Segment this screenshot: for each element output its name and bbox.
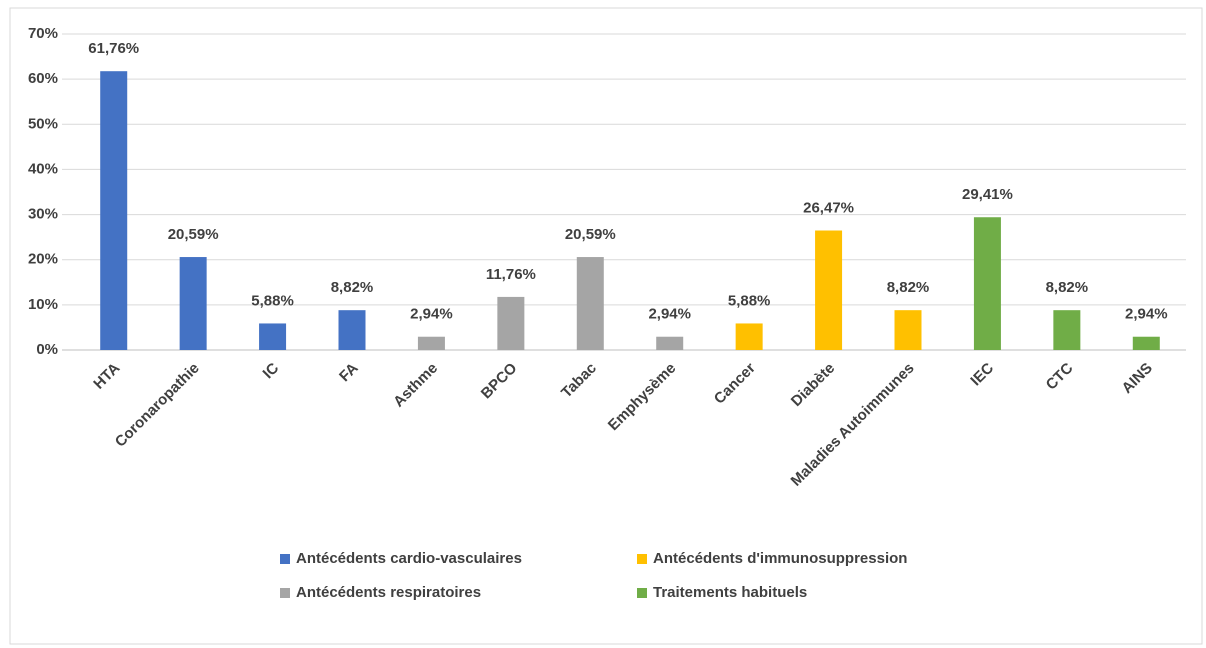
data-label: 29,41% bbox=[962, 186, 1013, 203]
data-label: 26,47% bbox=[803, 199, 854, 216]
bar bbox=[417, 336, 445, 350]
data-label: 2,94% bbox=[648, 306, 691, 323]
y-tick-label: 20% bbox=[28, 251, 58, 268]
bar bbox=[1132, 336, 1160, 350]
bar bbox=[259, 323, 287, 350]
y-tick-label: 50% bbox=[28, 115, 58, 132]
y-tick-label: 10% bbox=[28, 296, 58, 313]
y-tick-label: 0% bbox=[36, 341, 58, 358]
bar bbox=[179, 257, 207, 350]
bar bbox=[815, 230, 843, 350]
data-label: 8,82% bbox=[331, 279, 374, 296]
data-label: 5,88% bbox=[251, 292, 294, 309]
bar bbox=[656, 336, 684, 350]
bar bbox=[100, 71, 128, 350]
bar bbox=[497, 296, 525, 350]
data-label: 8,82% bbox=[1046, 279, 1089, 296]
legend-label: Antécédents respiratoires bbox=[296, 584, 481, 601]
chart-frame bbox=[9, 7, 1203, 645]
legend-label: Antécédents cardio-vasculaires bbox=[296, 550, 522, 567]
legend-label: Traitements habituels bbox=[653, 584, 807, 601]
legend-swatch bbox=[280, 554, 290, 564]
legend-swatch bbox=[637, 588, 647, 598]
bar bbox=[894, 310, 922, 350]
y-tick-label: 30% bbox=[28, 206, 58, 223]
data-label: 8,82% bbox=[887, 279, 930, 296]
data-label: 61,76% bbox=[88, 40, 139, 57]
bar bbox=[338, 310, 366, 350]
bar bbox=[1053, 310, 1081, 350]
legend-swatch bbox=[280, 588, 290, 598]
y-tick-label: 60% bbox=[28, 70, 58, 87]
data-label: 2,94% bbox=[1125, 306, 1168, 323]
legend-label: Antécédents d'immunosuppression bbox=[653, 550, 907, 567]
data-label: 20,59% bbox=[168, 226, 219, 243]
y-tick-label: 70% bbox=[28, 25, 58, 42]
data-label: 20,59% bbox=[565, 226, 616, 243]
data-label: 11,76% bbox=[486, 266, 536, 283]
y-tick-label: 40% bbox=[28, 160, 58, 177]
bar bbox=[973, 217, 1001, 350]
bar bbox=[735, 323, 763, 350]
bar bbox=[576, 257, 604, 350]
data-label: 5,88% bbox=[728, 292, 771, 309]
legend-swatch bbox=[637, 554, 647, 564]
data-label: 2,94% bbox=[410, 306, 453, 323]
